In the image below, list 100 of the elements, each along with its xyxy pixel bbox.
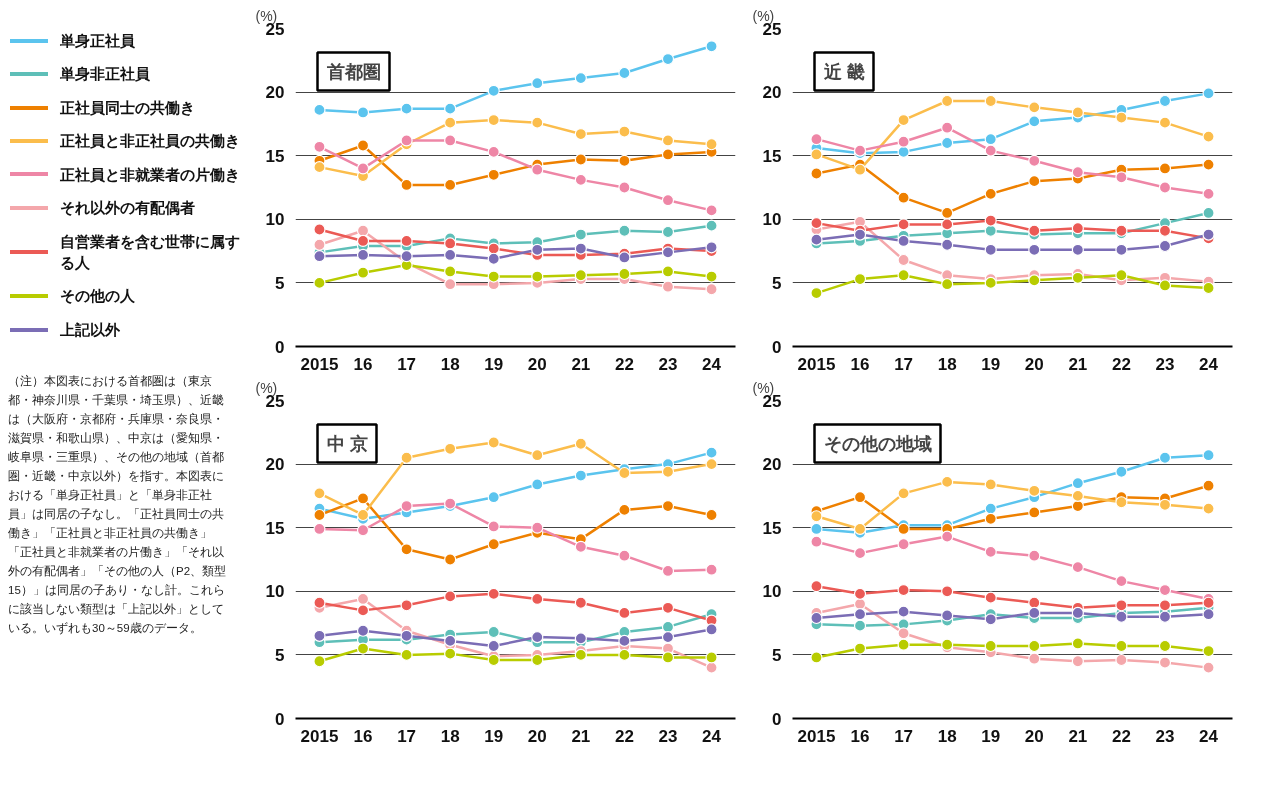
point <box>1115 599 1128 612</box>
y-tick-label: 15 <box>762 146 782 166</box>
x-tick-label: 17 <box>397 354 417 374</box>
point <box>810 522 823 536</box>
text: 近 畿 <box>822 61 865 82</box>
point <box>984 144 997 157</box>
point <box>487 625 500 639</box>
point <box>705 651 718 664</box>
point <box>574 437 587 450</box>
x-tick-label: 21 <box>1068 726 1088 746</box>
point <box>1028 101 1041 114</box>
point <box>618 66 631 80</box>
point <box>941 585 954 598</box>
x-tick-label: 18 <box>937 726 957 746</box>
legend-label: 単身非正社員 <box>60 64 150 85</box>
y-tick-label: 5 <box>772 273 782 293</box>
y-tick-label: 0 <box>275 709 285 729</box>
point <box>705 283 718 296</box>
point <box>853 228 867 241</box>
point <box>487 252 500 265</box>
point <box>356 248 370 262</box>
point <box>941 136 954 150</box>
point <box>313 629 326 642</box>
point <box>356 492 370 505</box>
point <box>1202 661 1215 674</box>
legend-label: 正社員と非就業者の片働き <box>60 164 240 185</box>
point <box>661 148 675 161</box>
point <box>400 451 413 464</box>
point <box>984 613 997 626</box>
x-tick-label: 23 <box>1155 354 1175 374</box>
point <box>661 499 675 513</box>
y-tick-label: 10 <box>265 582 285 602</box>
x-tick-label: 23 <box>1155 726 1175 746</box>
point <box>705 623 718 636</box>
x-tick-label: 2015 <box>797 354 836 374</box>
point <box>531 243 544 256</box>
point <box>897 113 910 127</box>
point <box>810 611 823 625</box>
y-tick-label: 5 <box>275 273 285 293</box>
point <box>984 478 997 491</box>
point <box>1158 656 1172 669</box>
point <box>1115 171 1128 184</box>
x-tick-label: 24 <box>702 354 722 374</box>
x-tick-label: 18 <box>440 354 460 374</box>
point <box>1115 269 1128 282</box>
point <box>897 191 910 204</box>
point <box>356 139 370 152</box>
point <box>356 604 370 617</box>
point <box>1115 243 1128 256</box>
point <box>705 138 718 151</box>
point <box>618 154 631 167</box>
point <box>444 102 457 115</box>
point <box>853 491 867 504</box>
point <box>487 436 500 449</box>
point <box>1115 610 1128 623</box>
point <box>487 538 500 551</box>
point <box>1028 274 1041 287</box>
point <box>984 94 997 108</box>
point <box>853 587 867 600</box>
point <box>661 564 675 578</box>
point <box>313 508 326 522</box>
point <box>897 218 910 231</box>
point <box>705 270 718 283</box>
x-tick-label: 19 <box>484 726 504 746</box>
point <box>487 587 500 600</box>
point <box>1158 239 1172 253</box>
point <box>661 265 675 278</box>
point <box>444 553 457 566</box>
point <box>487 653 500 667</box>
point <box>356 624 370 637</box>
point <box>444 265 457 278</box>
point <box>574 469 587 482</box>
point <box>313 161 326 174</box>
point <box>400 499 413 513</box>
point <box>1202 644 1215 658</box>
y-tick-label: 15 <box>265 518 285 538</box>
point <box>574 269 587 282</box>
point <box>853 642 867 655</box>
point <box>400 629 413 642</box>
x-tick-label: 20 <box>527 354 547 374</box>
point <box>531 653 544 667</box>
x-tick-label: 2015 <box>300 726 339 746</box>
point <box>1115 653 1128 667</box>
point <box>574 632 587 645</box>
point <box>618 224 631 237</box>
point <box>1028 639 1041 653</box>
point <box>618 606 631 620</box>
point <box>705 446 718 459</box>
point <box>1071 637 1084 650</box>
point <box>618 267 631 281</box>
point <box>853 608 867 621</box>
point <box>531 163 544 176</box>
point <box>487 639 500 653</box>
y-tick-label: 0 <box>772 337 782 357</box>
legend-label: その他の人 <box>60 286 135 307</box>
point <box>618 181 631 194</box>
x-tick-label: 18 <box>440 726 460 746</box>
point <box>356 592 370 606</box>
text: その他の地域 <box>823 433 932 454</box>
point <box>487 168 500 181</box>
